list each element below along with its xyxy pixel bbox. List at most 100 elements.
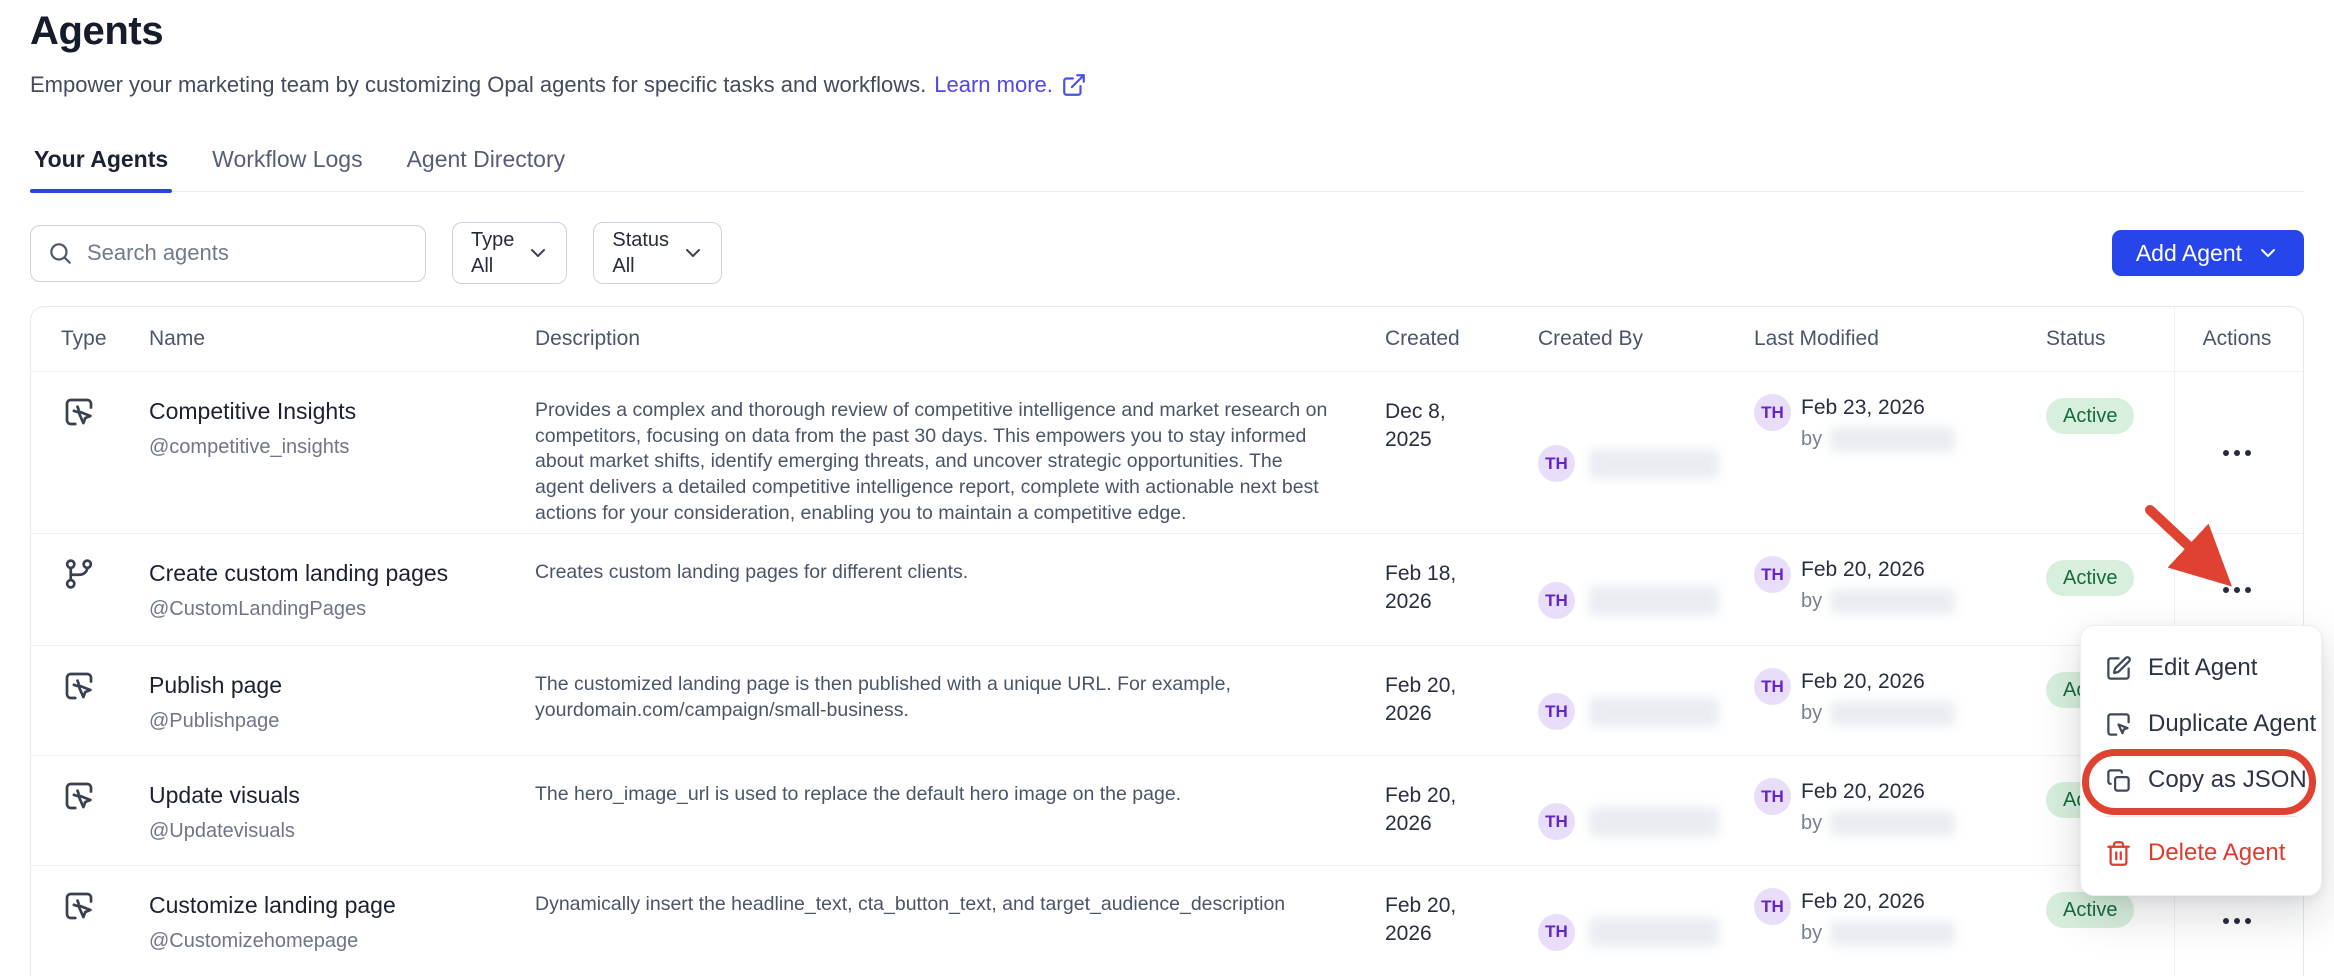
edit-icon	[2107, 655, 2131, 680]
modified-by-label: by	[1801, 922, 1823, 945]
status-badge: Active	[2046, 398, 2135, 434]
redacted-name	[1589, 696, 1719, 727]
search-box	[30, 224, 426, 282]
column-header-status: Status	[2046, 327, 2106, 350]
tab-workflow-logs[interactable]: Workflow Logs	[212, 146, 363, 172]
agent-name: Customize landing page	[149, 892, 396, 918]
app-window-cursor-icon	[65, 398, 93, 426]
agent-description: The hero_image_url is used to replace th…	[535, 783, 1182, 805]
avatar: TH	[1538, 693, 1575, 730]
redacted-name	[1589, 448, 1719, 479]
column-header-description: Description	[535, 327, 641, 350]
redacted-name	[1830, 701, 1956, 727]
trash-icon	[2107, 840, 2130, 866]
row-actions-button[interactable]	[2209, 904, 2265, 938]
column-header-name: Name	[149, 327, 206, 350]
type-filter-value: All	[471, 255, 494, 277]
column-header-created: Created	[1385, 327, 1460, 350]
avatar: TH	[1754, 778, 1791, 815]
duplicate-icon	[2107, 712, 2130, 736]
agent-handle: @competitive_insights	[149, 435, 350, 458]
avatar: TH	[1754, 394, 1791, 431]
modified-date: Feb 20, 2026	[1801, 670, 1925, 693]
type-filter-dropdown[interactable]: Type All	[452, 222, 568, 284]
column-header-type: Type	[61, 327, 107, 350]
menu-item-copy-as-json[interactable]: Copy as JSON	[2081, 752, 2321, 808]
agent-handle: @Publishpage	[149, 709, 280, 732]
menu-item-duplicate-agent[interactable]: Duplicate Agent	[2081, 696, 2321, 752]
search-input[interactable]	[85, 239, 409, 267]
add-agent-button[interactable]: Add Agent	[2111, 230, 2304, 276]
avatar: TH	[1538, 803, 1575, 840]
modified-by-label: by	[1801, 428, 1823, 451]
avatar: TH	[1538, 445, 1575, 482]
modified-date: Feb 23, 2026	[1801, 396, 1925, 419]
created-date: Dec 8, 2025	[1385, 400, 1446, 452]
avatar: TH	[1754, 668, 1791, 705]
redacted-name	[1589, 917, 1719, 947]
menu-item-label: Duplicate Agent	[2148, 710, 2317, 737]
avatar: TH	[1754, 888, 1791, 925]
row-actions-context-menu: Edit Agent Duplicate Agent Copy as JSON …	[2080, 625, 2322, 896]
column-header-actions: Actions	[2174, 307, 2299, 371]
learn-more-link[interactable]: Learn more.	[934, 72, 1087, 98]
created-date: Feb 18, 2026	[1385, 562, 1457, 614]
created-date: Feb 20, 2026	[1385, 784, 1457, 836]
type-filter-label: Type	[471, 228, 515, 251]
chevron-down-icon	[2261, 249, 2275, 257]
modified-date: Feb 20, 2026	[1801, 780, 1925, 803]
page-subtitle: Empower your marketing team by customizi…	[30, 72, 2304, 98]
menu-item-label: Delete Agent	[2148, 839, 2286, 866]
status-filter-value: All	[612, 255, 635, 277]
created-date: Feb 20, 2026	[1385, 894, 1457, 946]
avatar: TH	[1538, 913, 1575, 951]
status-filter-dropdown[interactable]: Status All	[593, 222, 723, 284]
app-window-cursor-icon	[65, 672, 93, 700]
row-actions-button[interactable]	[2209, 573, 2265, 607]
copy-icon	[2107, 768, 2130, 792]
menu-item-delete-agent[interactable]: Delete Agent	[2081, 825, 2321, 881]
created-date: Feb 20, 2026	[1385, 674, 1457, 726]
table-row-competitive-insights[interactable]: Competitive Insights @competitive_insigh…	[31, 372, 2303, 534]
agent-name: Create custom landing pages	[149, 560, 449, 586]
app-window-cursor-icon	[65, 782, 93, 810]
table-header-row: Type Name Description Created Created By…	[31, 307, 2303, 372]
table-row-customize-landing-page[interactable]: Customize landing page @Customizehomepag…	[31, 866, 2303, 976]
external-link-icon	[1063, 74, 1085, 96]
chevron-down-icon	[531, 249, 546, 257]
row-actions-button[interactable]	[2209, 436, 2265, 470]
toolbar: Type All Status All Add Agent	[30, 222, 2304, 284]
tab-your-agents[interactable]: Your Agents	[30, 146, 173, 193]
agent-handle: @CustomLandingPages	[149, 597, 367, 620]
agent-name: Publish page	[149, 672, 282, 698]
modified-by-label: by	[1801, 812, 1823, 835]
git-branch-icon	[65, 559, 93, 589]
menu-item-edit-agent[interactable]: Edit Agent	[2081, 640, 2321, 696]
column-header-created-by: Created By	[1538, 327, 1644, 350]
agent-description: Creates custom landing pages for differe…	[535, 561, 969, 583]
agent-name: Competitive Insights	[149, 398, 357, 424]
agent-handle: @Customizehomepage	[149, 929, 359, 952]
app-window-cursor-icon	[65, 892, 93, 920]
page-title: Agents	[30, 9, 164, 53]
redacted-name	[1589, 806, 1719, 837]
modified-date: Feb 20, 2026	[1801, 558, 1925, 581]
tab-agent-directory[interactable]: Agent Directory	[406, 146, 566, 172]
add-agent-label: Add Agent	[2135, 239, 2242, 266]
table-row-update-visuals[interactable]: Update visuals @Updatevisuals The hero_i…	[31, 756, 2303, 866]
column-header-last-modified: Last Modified	[1754, 327, 1879, 350]
table-row-create-custom-landing-pages[interactable]: Create custom landing pages @CustomLandi…	[31, 534, 2303, 646]
agents-table: Type Name Description Created Created By…	[30, 306, 2304, 976]
search-icon	[50, 243, 71, 264]
modified-by-label: by	[1801, 702, 1823, 725]
status-badge: Active	[2046, 560, 2135, 596]
avatar: TH	[1754, 556, 1791, 593]
agent-handle: @Updatevisuals	[149, 819, 295, 842]
redacted-name	[1830, 921, 1956, 947]
redacted-name	[1589, 585, 1719, 616]
redacted-name	[1830, 427, 1956, 453]
menu-item-label: Edit Agent	[2148, 654, 2258, 681]
tab-bar: Your Agents Workflow Logs Agent Director…	[30, 146, 2304, 193]
table-row-publish-page[interactable]: Publish page @Publishpage The customized…	[31, 646, 2303, 756]
subtitle-text: Empower your marketing team by customizi…	[30, 72, 927, 97]
